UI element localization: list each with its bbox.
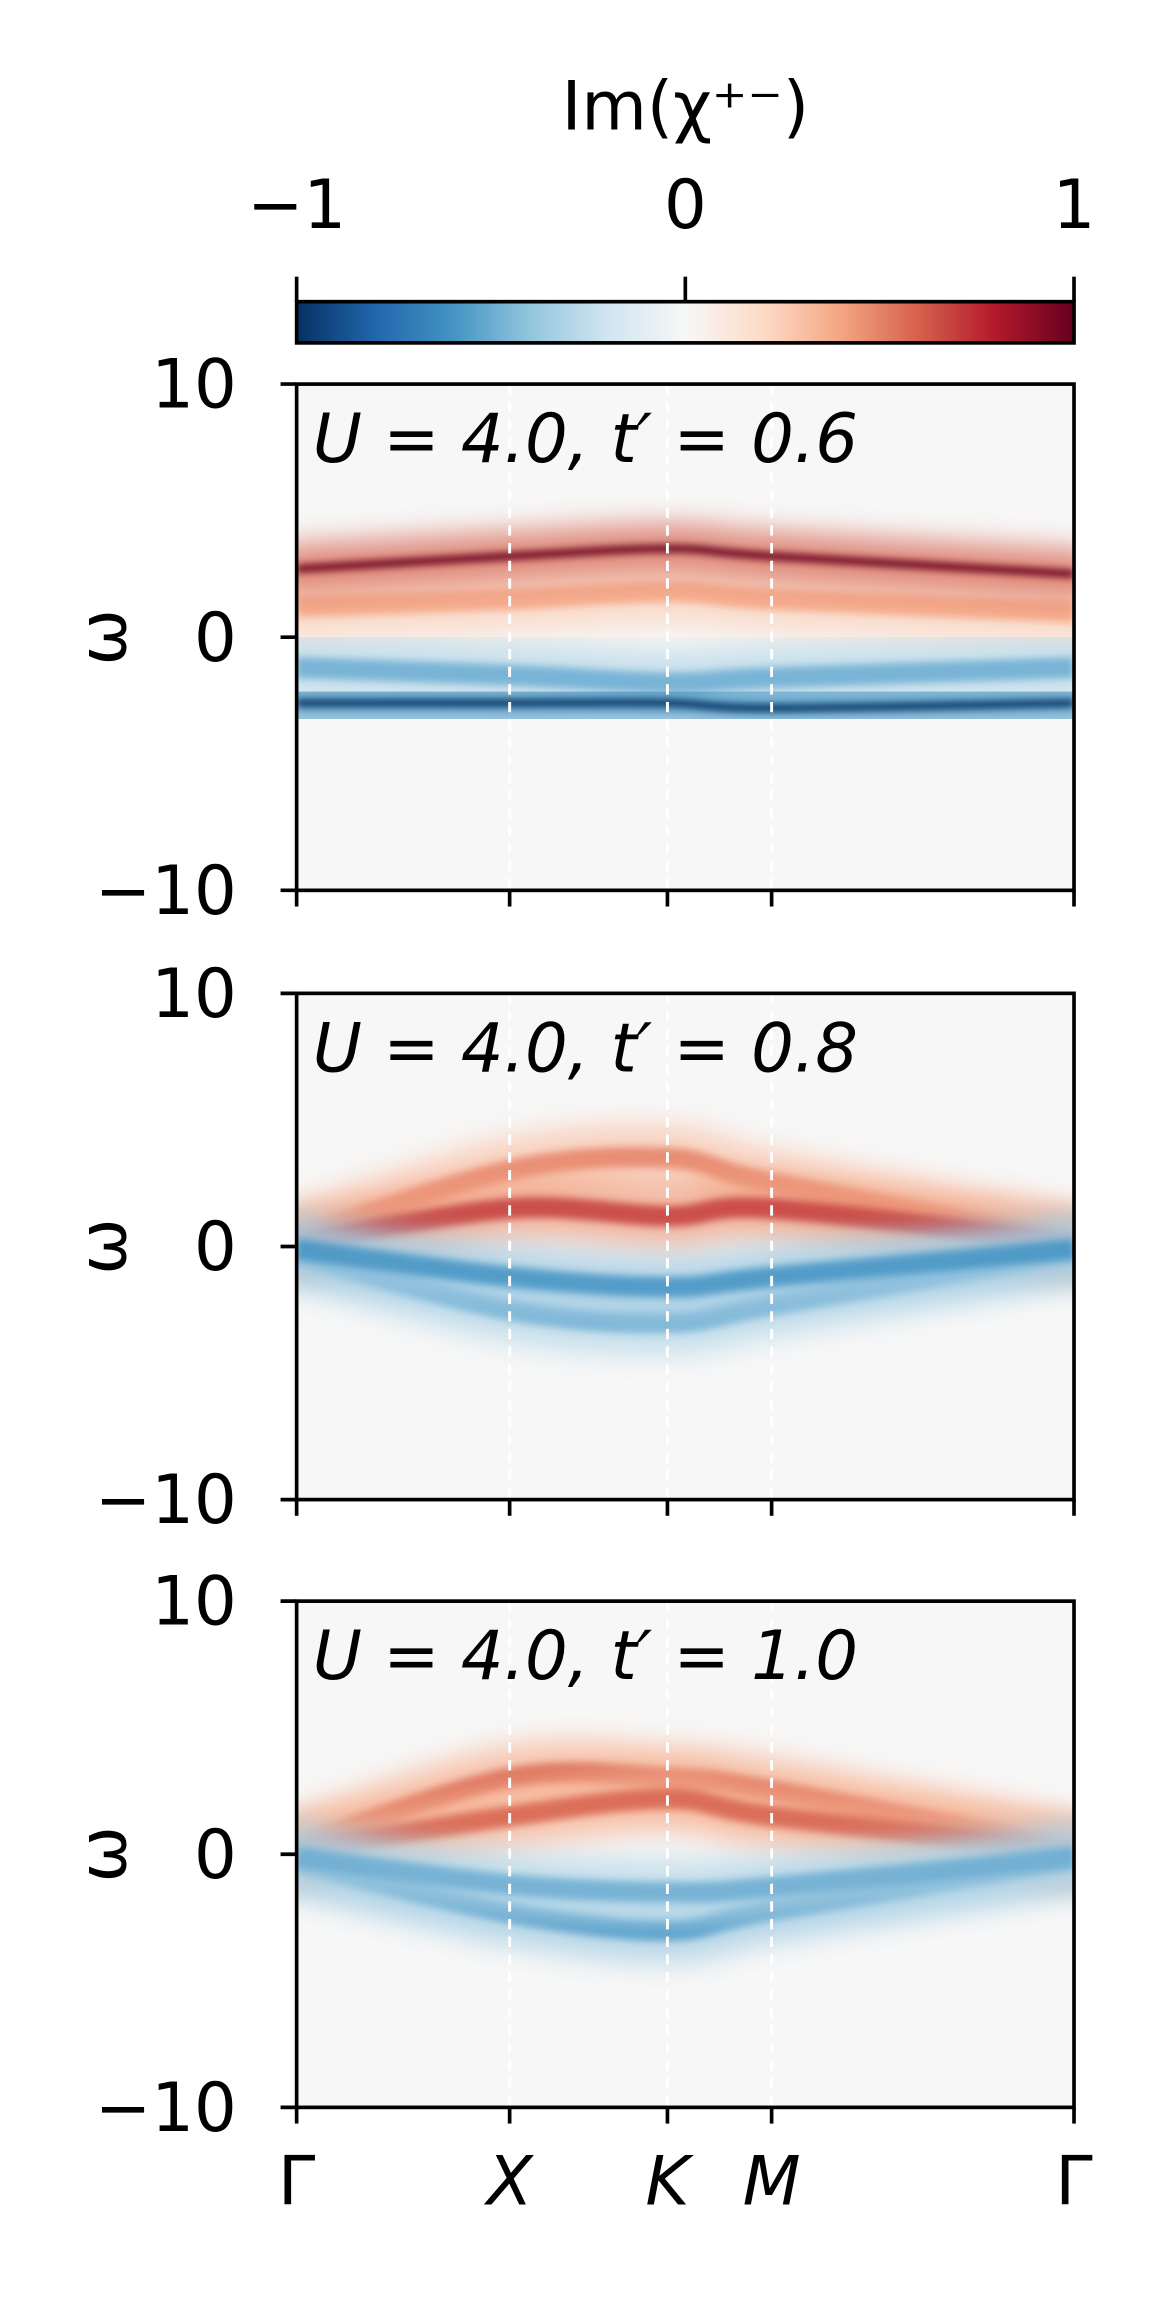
heatmap-panel: −10 0 10 Γ X K M Γω U = 4.0, t′ = 1.0 <box>63 1561 1093 2220</box>
y-tick-label: 0 <box>194 598 237 677</box>
y-axis-label: ω <box>63 1826 142 1883</box>
panel-annotation: U = 4.0, t′ = 0.6 <box>313 399 858 478</box>
y-tick-label: −10 <box>95 1460 237 1539</box>
heatmap <box>296 384 1075 891</box>
colorbar-tick-label: 1 <box>1053 165 1096 244</box>
y-tick-label: 10 <box>151 1561 237 1640</box>
heatmap <box>296 1601 1075 2108</box>
colorbar-label: Im(χ⁺⁻) <box>562 66 809 145</box>
x-tick-label: K <box>645 2141 694 2220</box>
x-tick-label: Γ <box>278 2141 316 2220</box>
panel-annotation: U = 4.0, t′ = 0.8 <box>313 1008 858 1087</box>
band <box>296 1197 1075 1255</box>
x-tick-label: Γ <box>1055 2141 1093 2220</box>
y-tick-label: 10 <box>151 344 237 423</box>
colorbar-tick-label: −1 <box>247 165 346 244</box>
y-tick-label: −10 <box>95 2068 237 2147</box>
y-tick-label: 0 <box>194 1207 237 1286</box>
x-tick-label: X <box>484 2141 535 2220</box>
band <box>296 1238 1075 1298</box>
heatmap <box>296 993 1075 1500</box>
heatmap-panel: −10 0 10 ω U = 4.0, t′ = 0.6 <box>63 344 1076 930</box>
y-tick-label: −10 <box>95 851 237 930</box>
x-tick-label: M <box>743 2141 801 2220</box>
y-tick-label: 0 <box>194 1815 237 1894</box>
band <box>296 581 1075 623</box>
y-axis-label: ω <box>63 609 142 666</box>
y-tick-label: 10 <box>151 954 237 1033</box>
heatmap-panel: −10 0 10 ω U = 4.0, t′ = 0.8 <box>63 954 1076 1539</box>
panel-annotation: U = 4.0, t′ = 1.0 <box>313 1616 858 1695</box>
colorbar <box>294 299 1076 345</box>
y-axis-label: ω <box>63 1218 142 1275</box>
colorbar-tick-label: 0 <box>664 165 707 244</box>
